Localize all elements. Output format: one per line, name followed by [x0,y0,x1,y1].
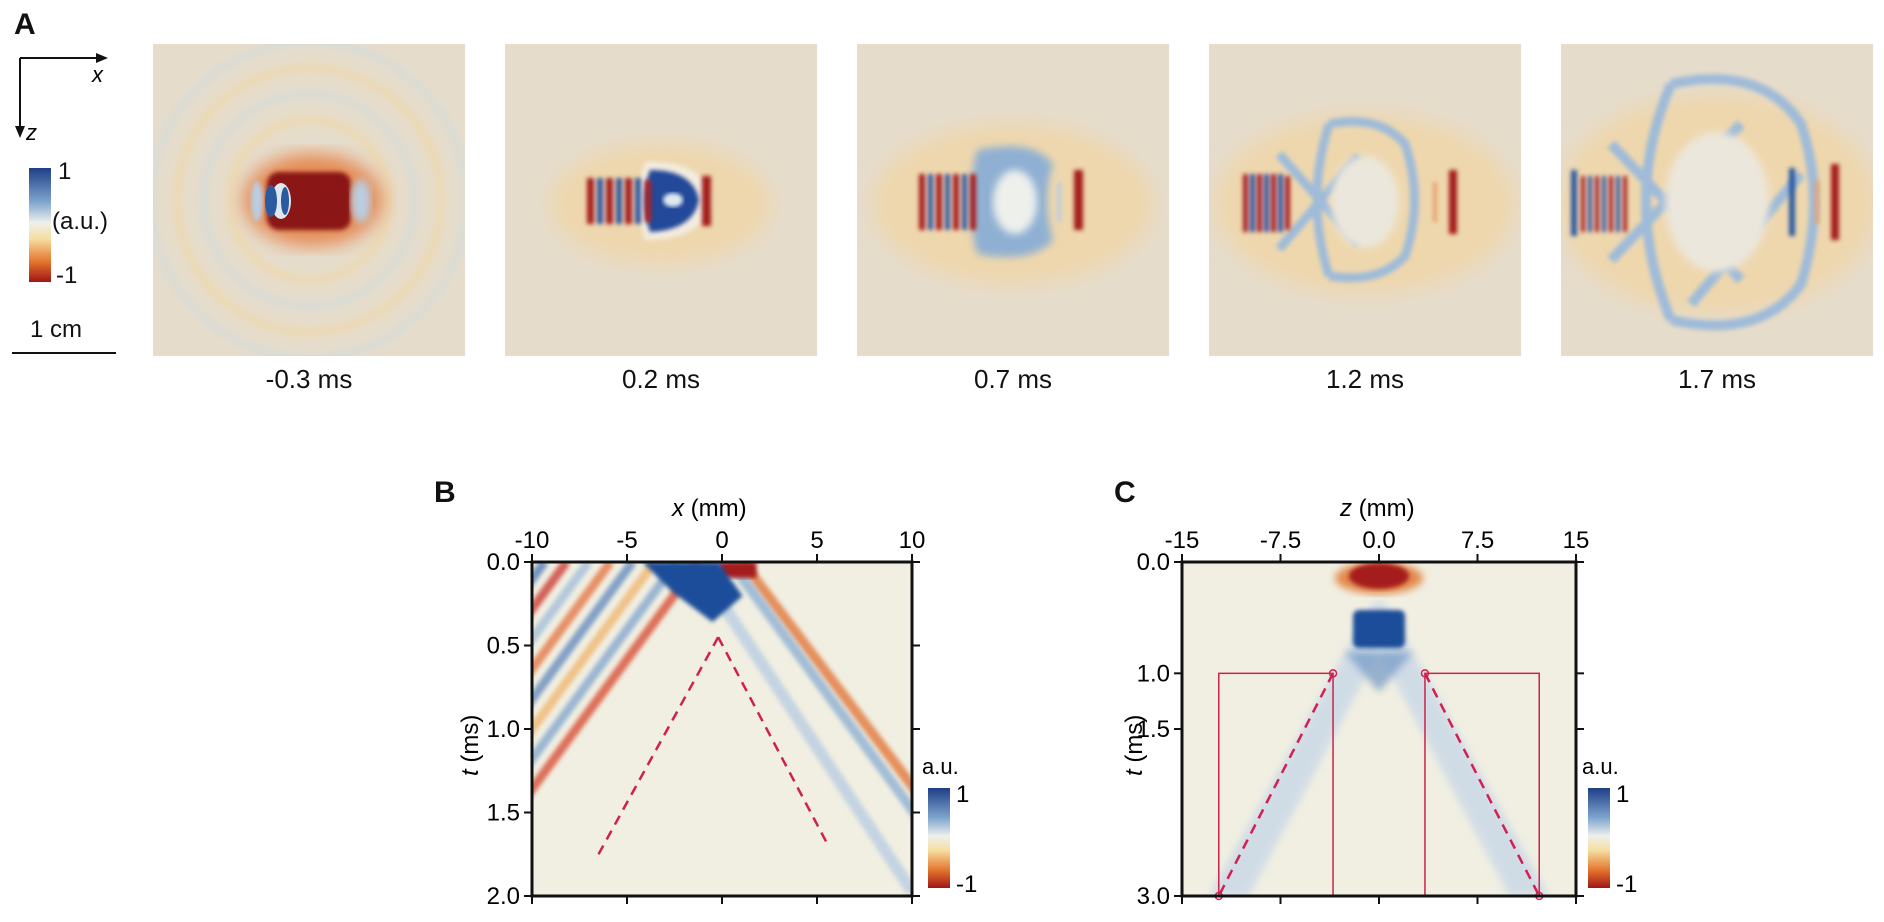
panel-b-colorbar [928,788,950,888]
wavefield-frame-3 [857,44,1169,356]
scale-bar [12,352,116,354]
frame-2-time-label: 0.2 ms [621,364,701,394]
wavefield-frame-1 [153,44,465,356]
panel-b-wavefront-stripe [532,562,615,677]
axis-z-label: z [25,120,37,145]
panel-b-x-tick-label: 5 [810,527,823,554]
frame-3-time-label: 0.7 ms [973,364,1053,394]
panel-b-dashed-line [717,636,830,847]
panel-c-y-tick-label: 1.0 [1137,660,1170,687]
panel-c-x-tick-label: 15 [1563,527,1590,554]
panel-c-left-axis-title: t (ms) [1121,715,1148,776]
panel-b-wavefront-stripe [532,562,703,797]
panel-c-x-tick-label: 7.5 [1461,527,1494,554]
panel-c-label: C [1114,476,1136,509]
panel-b-x-tick-label: -10 [515,527,550,554]
frame-5-time-label: 1.7 ms [1677,364,1757,394]
panel-c-x-tick-label: -7.5 [1260,527,1301,554]
axis-x-label: x [91,62,104,87]
panel-a-colorbar-min: -1 [56,262,78,289]
panel-b-wavefront-stripe [532,562,659,737]
wavefield-frame-2 [505,44,817,356]
panel-c-source-red [1349,563,1409,589]
panel-b-y-tick-label: 1.5 [487,800,520,827]
panel-c-endpoint-marker [1420,669,1430,678]
panel-b-right-front [738,562,912,795]
panel-c-colorbar-max: 1 [1616,781,1629,808]
panel-b-inner-front [709,588,912,896]
panel-a-colorbar-unit: (a.u.) [52,208,109,235]
panel-b-chart: -10 -5 0 5 10 0.0 0.5 1.0 1.5 2.0 x (mm) t (ms) a… [457,496,977,910]
panel-c-cone-shadow [1345,652,1413,692]
panel-c-dashed-line [1423,672,1541,897]
panel-b-label: B [434,476,456,509]
wavefield-frame-5 [1561,44,1873,356]
frame-4-time-label: 1.2 ms [1325,364,1405,394]
panel-c-x-tick-label: -15 [1165,527,1200,554]
panel-b-wavefront-stripe [532,562,681,767]
panel-c-colorbar-unit: a.u. [1582,754,1619,779]
panel-b-right-front-blue [726,562,912,818]
panel-c-top-axis-title: z (mm) [1339,496,1415,522]
wavefield-frame-4 [1209,44,1521,356]
panel-b-y-tick-label: 0.5 [487,633,520,660]
panel-c-wave-cone [1208,602,1550,896]
panel-b-y-tick-label: 0.0 [487,549,520,576]
panel-c-chart: -15 -7.5 0.0 7.5 15 0.0 1.0 1.5 3.0 z (mm) t (ms… [1121,496,1637,910]
panel-a-label: A [14,8,36,41]
panel-c-y-tick-label: 0.0 [1137,549,1170,576]
panel-b-x-tick-label: 10 [899,527,926,554]
panel-c-x-tick-label: 0.0 [1362,527,1395,554]
panel-b-colorbar-max: 1 [956,781,969,808]
panel-b-y-tick-label: 1.0 [487,716,520,743]
panel-b-x-tick-label: -5 [616,527,637,554]
frame-1-time-label: -0.3 ms [265,364,353,394]
panel-b-y-tick-label: 2.0 [487,883,520,910]
panel-b-x-tick-label: 0 [715,527,728,554]
panel-c-source-blue [1353,610,1405,648]
panel-b-colorbar-unit: a.u. [922,754,959,779]
scale-bar-label: 1 cm [30,316,83,343]
panel-b-wavefront-stripe [532,562,593,647]
panel-c-y-tick-label: 1.5 [1137,716,1170,743]
panel-b-left-axis-title: t (ms) [457,715,484,776]
panel-c-dashed-line [1217,672,1335,897]
panel-c-endpoint-marker [1328,669,1338,678]
panel-b-source-blue [642,562,743,622]
panel-b-source-red [718,562,757,578]
axis-orientation-indicator: x z [15,53,108,145]
panel-b-top-axis-title: x (mm) [671,496,747,522]
panel-b-colorbar-min: -1 [956,871,977,898]
panel-c-colorbar-min: -1 [1616,871,1637,898]
panel-b-dashed-line [597,636,720,855]
panel-a-colorbar-max: 1 [58,158,72,185]
panel-a-colorbar [29,168,51,282]
panel-c-colorbar [1588,788,1610,888]
panel-b-wavefront-stripe [532,562,637,707]
panel-c-y-tick-label: 3.0 [1137,883,1170,910]
